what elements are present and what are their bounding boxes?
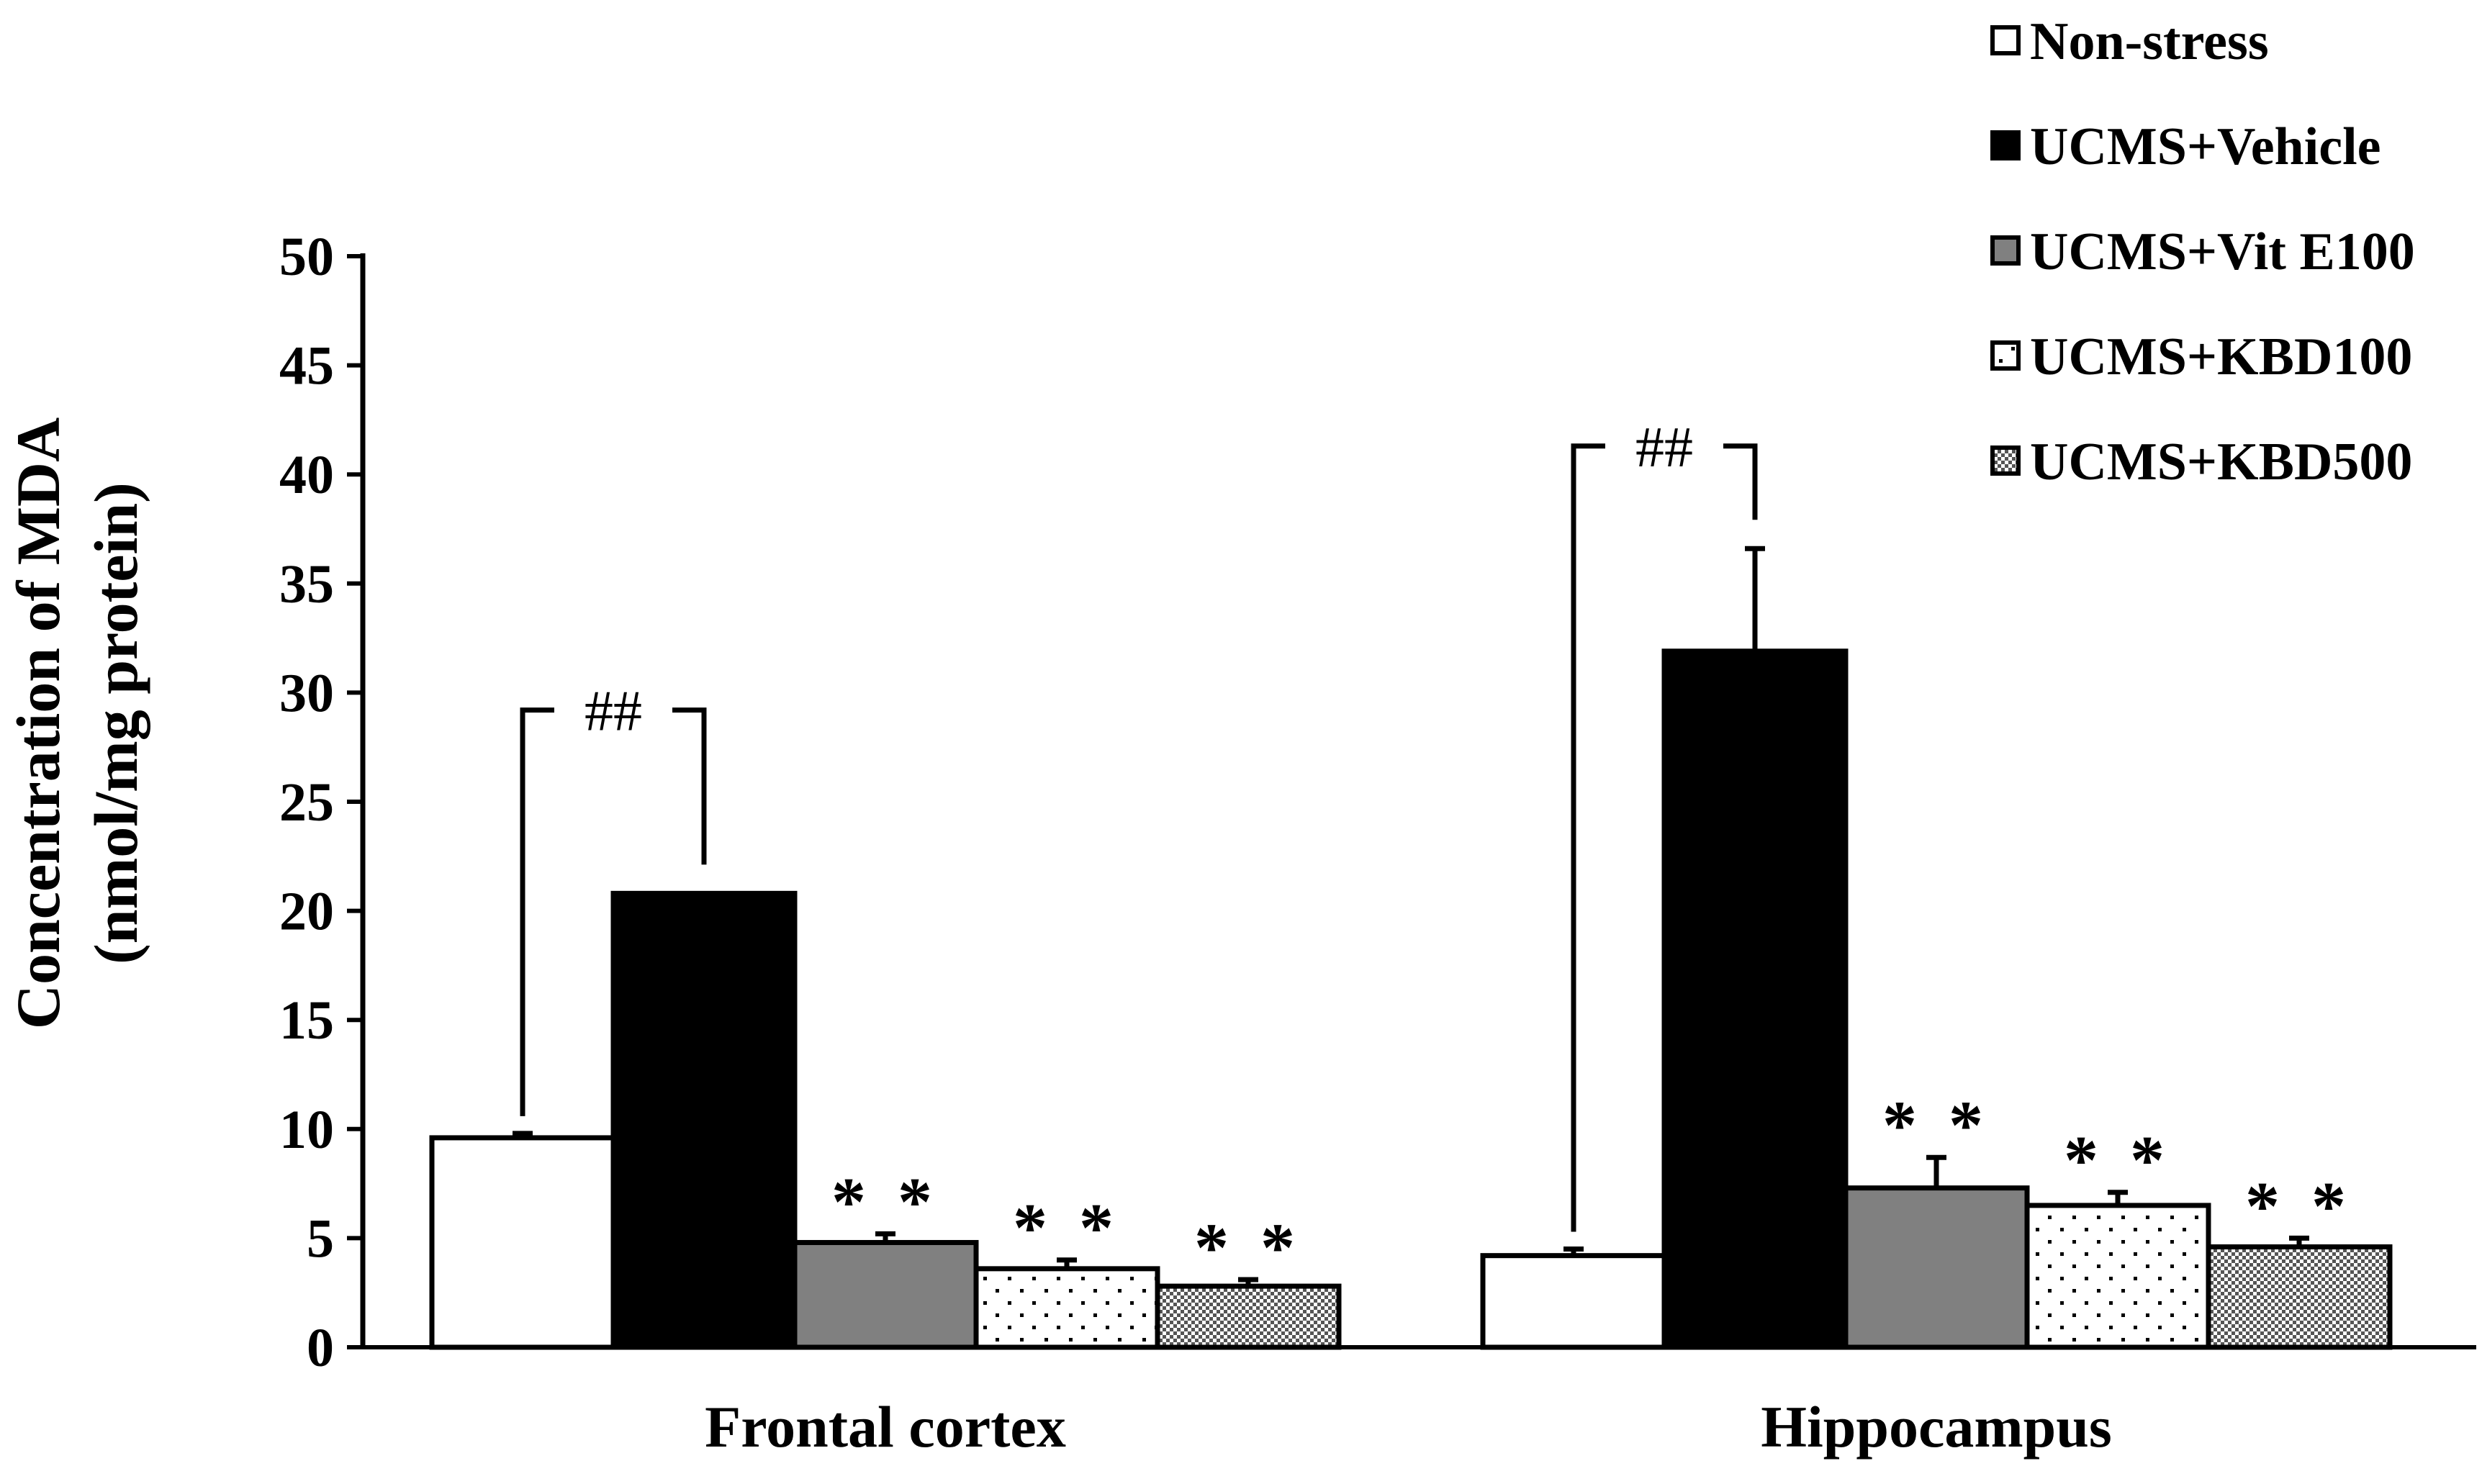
- bar: [792, 1239, 979, 1350]
- annotations: * * * * * * * * * * * * ## ##: [520, 416, 2353, 1286]
- bars: [429, 546, 2393, 1350]
- y-axis-label-line1: Concentration of MDA: [4, 417, 73, 1029]
- x-category-label: Hippocampus: [1761, 1394, 2112, 1460]
- significance-marker: * *: [831, 1163, 939, 1240]
- y-tick-label: 45: [279, 336, 334, 397]
- comparison-label: ##: [1635, 416, 1693, 479]
- axes: 0 5 10 15 20 25 30 35 40 45 50 Frontal cortex Hippoc…: [279, 227, 2476, 1460]
- bar: [1843, 1185, 2030, 1350]
- y-tick-label: 10: [279, 1100, 334, 1160]
- bar: [1661, 648, 1849, 1350]
- bar: [2206, 1244, 2393, 1350]
- legend-swatch: [1990, 340, 2021, 371]
- significance-marker: * *: [2245, 1167, 2353, 1244]
- comparison-bracket-left: [1571, 443, 1605, 1232]
- legend-swatch: [1990, 130, 2021, 160]
- legend-label: UCMS+KBD500: [2030, 433, 2412, 492]
- significance-marker: * *: [1882, 1087, 1990, 1164]
- y-tick-label: 35: [279, 554, 334, 615]
- y-tick-label: 25: [279, 772, 334, 833]
- y-tick-label: 50: [279, 227, 334, 287]
- x-category-label: Frontal cortex: [705, 1394, 1066, 1460]
- legend-label: UCMS+Vit E100: [2030, 222, 2415, 281]
- legend-swatch: [1990, 235, 2021, 266]
- legend: Non-stress UCMS+Vehicle UCMS+Vit E100 UCMS+…: [1990, 12, 2415, 492]
- y-tick-label: 20: [279, 882, 334, 942]
- comparison-bracket-right: [672, 707, 707, 865]
- legend-swatch: [1990, 25, 2021, 55]
- legend-label: UCMS+KBD100: [2030, 327, 2412, 386]
- comparison-label: ##: [585, 680, 642, 743]
- comparison-bracket-left: [520, 707, 554, 1116]
- y-axis-label-line2: (nmol/mg protein): [81, 482, 150, 964]
- bar: [610, 890, 798, 1350]
- significance-marker: * *: [1194, 1209, 1302, 1286]
- bar: [973, 1266, 1160, 1350]
- y-tick-label: 0: [307, 1318, 334, 1378]
- comparison-bracket-right: [1723, 443, 1758, 520]
- significance-marker: * *: [2064, 1122, 2172, 1199]
- bar: [429, 1135, 616, 1350]
- bar: [1155, 1283, 1342, 1350]
- y-tick-label: 15: [279, 990, 334, 1051]
- significance-marker: * *: [1013, 1190, 1121, 1267]
- bar: [1480, 1253, 1667, 1350]
- y-tick-label: 5: [307, 1208, 334, 1269]
- legend-label: UCMS+Vehicle: [2030, 117, 2381, 176]
- bar: [2024, 1203, 2211, 1350]
- y-tick-label: 40: [279, 445, 334, 505]
- legend-swatch: [1990, 445, 2021, 476]
- legend-label: Non-stress: [2030, 12, 2269, 71]
- y-tick-label: 30: [279, 663, 334, 723]
